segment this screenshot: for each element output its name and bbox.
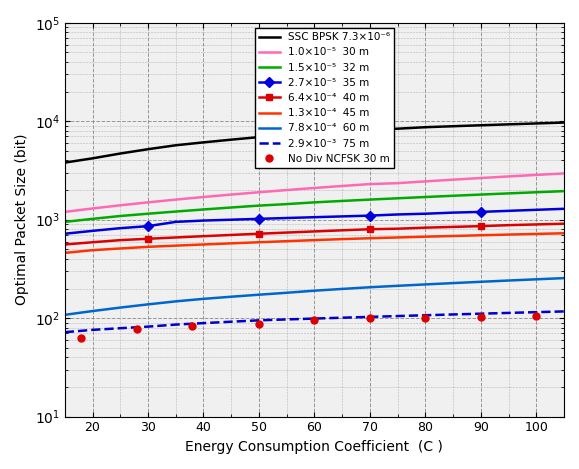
Legend: SSC BPSK 7.3×10⁻⁶, 1.0×10⁻⁵  30 m, 1.5×10⁻⁵  32 m, 2.7×10⁻⁵  35 m, 6.4×10⁻⁴  40 : SSC BPSK 7.3×10⁻⁶, 1.0×10⁻⁵ 30 m, 1.5×10…: [255, 28, 394, 168]
Y-axis label: Optimal Packet Size (bit): Optimal Packet Size (bit): [15, 134, 29, 305]
X-axis label: Energy Consumption Coefficient  (C ): Energy Consumption Coefficient (C ): [185, 440, 444, 454]
